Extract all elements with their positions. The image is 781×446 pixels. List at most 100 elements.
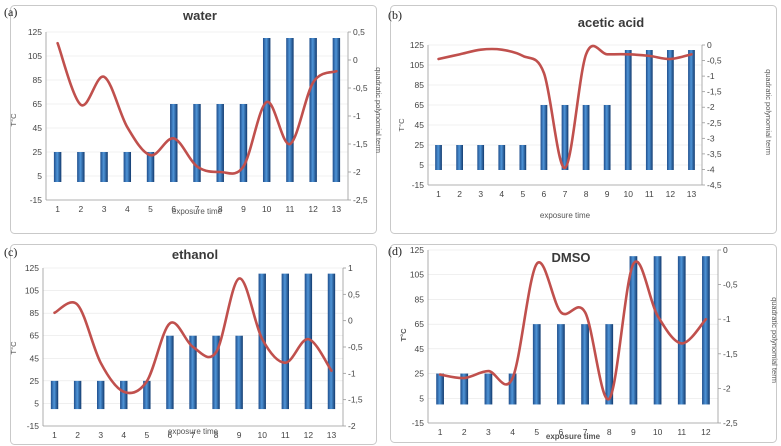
right-axis-tick-label: -1,5 [348, 395, 363, 405]
x-axis-tick-label: 5 [520, 189, 525, 199]
x-axis-tick-label: 1 [52, 430, 57, 440]
left-axis-tick-label: -15 [27, 421, 40, 431]
bar-temperature [262, 38, 271, 182]
bar-temperature [624, 50, 632, 170]
bar-temperature [498, 145, 506, 170]
bar-temperature [436, 373, 444, 405]
bar-temperature [281, 273, 289, 410]
bar-temperature [629, 256, 638, 405]
bar-temperature [212, 335, 220, 410]
right-axis-tick-label: 0 [348, 316, 353, 326]
bar-temperature [166, 335, 174, 410]
left-axis-tick-label: 105 [25, 286, 39, 296]
y-axis-label-right: quadratic polynomial term [770, 297, 779, 383]
x-axis-tick-label: 6 [168, 430, 173, 440]
left-axis-tick-label: 125 [410, 40, 424, 50]
bar-temperature [143, 380, 151, 410]
left-axis-tick-label: 45 [33, 123, 43, 133]
line-quadratic-polynomial-term [438, 260, 708, 401]
x-axis-tick-label: 8 [607, 427, 612, 437]
bar-temperature [677, 256, 686, 405]
bar-temperature [557, 324, 565, 405]
x-axis-label: exposure time [540, 211, 591, 220]
bar-temperature [605, 324, 614, 405]
x-axis-tick-label: 8 [584, 189, 589, 199]
x-axis-tick-label: 6 [559, 427, 564, 437]
panel-border [10, 5, 377, 234]
x-axis-tick-label: 9 [237, 430, 242, 440]
panel-ethanol: -15 5 25 45 65 85 105 125 1 0,5 0 -0,5 -1 -1,5 -2 1 2 3 4 5… [0, 240, 386, 446]
x-axis-label: exposure time [546, 432, 601, 441]
x-axis-tick-label: 7 [195, 204, 200, 214]
right-axis-tick-label: -4 [707, 164, 715, 174]
bar-temperature [477, 145, 485, 170]
left-axis-tick-label: 65 [30, 331, 40, 341]
panel-border [390, 244, 777, 443]
left-axis-tick-label: 25 [415, 140, 425, 150]
panel-label: (b) [388, 8, 402, 22]
chart-title: DMSO [552, 250, 591, 265]
right-axis-tick-label: 1 [348, 263, 353, 273]
bar-temperature [170, 104, 178, 182]
y-axis-label-right: quadratic polynomial term [764, 69, 773, 155]
bar-temperature [193, 104, 201, 182]
chart-title: water [182, 8, 217, 23]
x-axis-tick-label: 4 [121, 430, 126, 440]
bar-temperature [332, 38, 341, 182]
panel-label: (a) [4, 5, 17, 19]
right-axis-tick-label: -0,5 [353, 83, 368, 93]
bar-temperature [286, 38, 294, 182]
bar-temperature [508, 373, 517, 405]
right-axis-tick-label: -2 [707, 102, 715, 112]
bar-temperature [73, 380, 82, 410]
left-axis-tick-label: 85 [415, 294, 425, 304]
right-axis-tick-label: -4,5 [707, 180, 722, 190]
panel-water: -15 5 25 45 65 85 105 125 0,5 0 -0,5 -1 -1,5 -2 -2,5 1 2… [0, 0, 386, 240]
x-axis-tick-label: 3 [478, 189, 483, 199]
bar-temperature [50, 380, 59, 410]
x-axis-tick-label: 12 [701, 427, 711, 437]
x-axis-tick-label: 10 [257, 430, 267, 440]
x-axis-tick-label: 10 [653, 427, 663, 437]
chart-title: ethanol [172, 247, 218, 262]
right-axis-tick-label: 0 [723, 245, 728, 255]
bar-temperature [540, 105, 548, 170]
x-axis-tick-label: 5 [534, 427, 539, 437]
chart-title: acetic acid [578, 15, 645, 30]
bar-temperature [77, 152, 85, 182]
x-axis-label: exposure time [172, 207, 223, 216]
panel-dmso: -15 5 25 45 65 85 105 125 0 -0,5 -1 -1,5 -2 -2,5 1 2 3 4 5… [386, 240, 781, 446]
x-axis-tick-label: 12 [308, 204, 318, 214]
panel-label: (c) [4, 245, 17, 259]
x-axis-tick-label: 11 [281, 430, 290, 440]
x-axis-tick-label: 2 [457, 189, 462, 199]
bar-temperature [460, 373, 469, 405]
bar-temperature [216, 104, 224, 182]
x-axis-tick-label: 8 [214, 430, 219, 440]
x-axis-tick-label: 3 [102, 204, 107, 214]
left-axis-tick-label: -15 [412, 180, 425, 190]
x-axis-tick-label: 4 [125, 204, 130, 214]
x-axis-tick-label: 2 [462, 427, 467, 437]
left-axis-tick-label: 85 [33, 75, 43, 85]
right-axis-tick-label: 0,5 [353, 27, 365, 37]
y-axis-label-left: T°C [9, 341, 18, 355]
bar-temperature [484, 373, 493, 405]
x-axis-tick-label: 9 [605, 189, 610, 199]
right-axis-tick-label: -2 [353, 167, 361, 177]
panel-border [10, 244, 377, 445]
bar-temperature [532, 324, 541, 405]
left-axis-tick-label: 5 [419, 393, 424, 403]
x-axis-tick-label: 9 [241, 204, 246, 214]
left-axis-tick-label: 25 [30, 376, 40, 386]
bar-temperature [120, 380, 128, 410]
x-axis-tick-label: 7 [583, 427, 588, 437]
left-axis-tick-label: -15 [412, 418, 425, 428]
panel-label: (d) [388, 244, 402, 258]
right-axis-tick-label: -1,5 [707, 87, 722, 97]
left-axis-tick-label: 25 [33, 147, 43, 157]
